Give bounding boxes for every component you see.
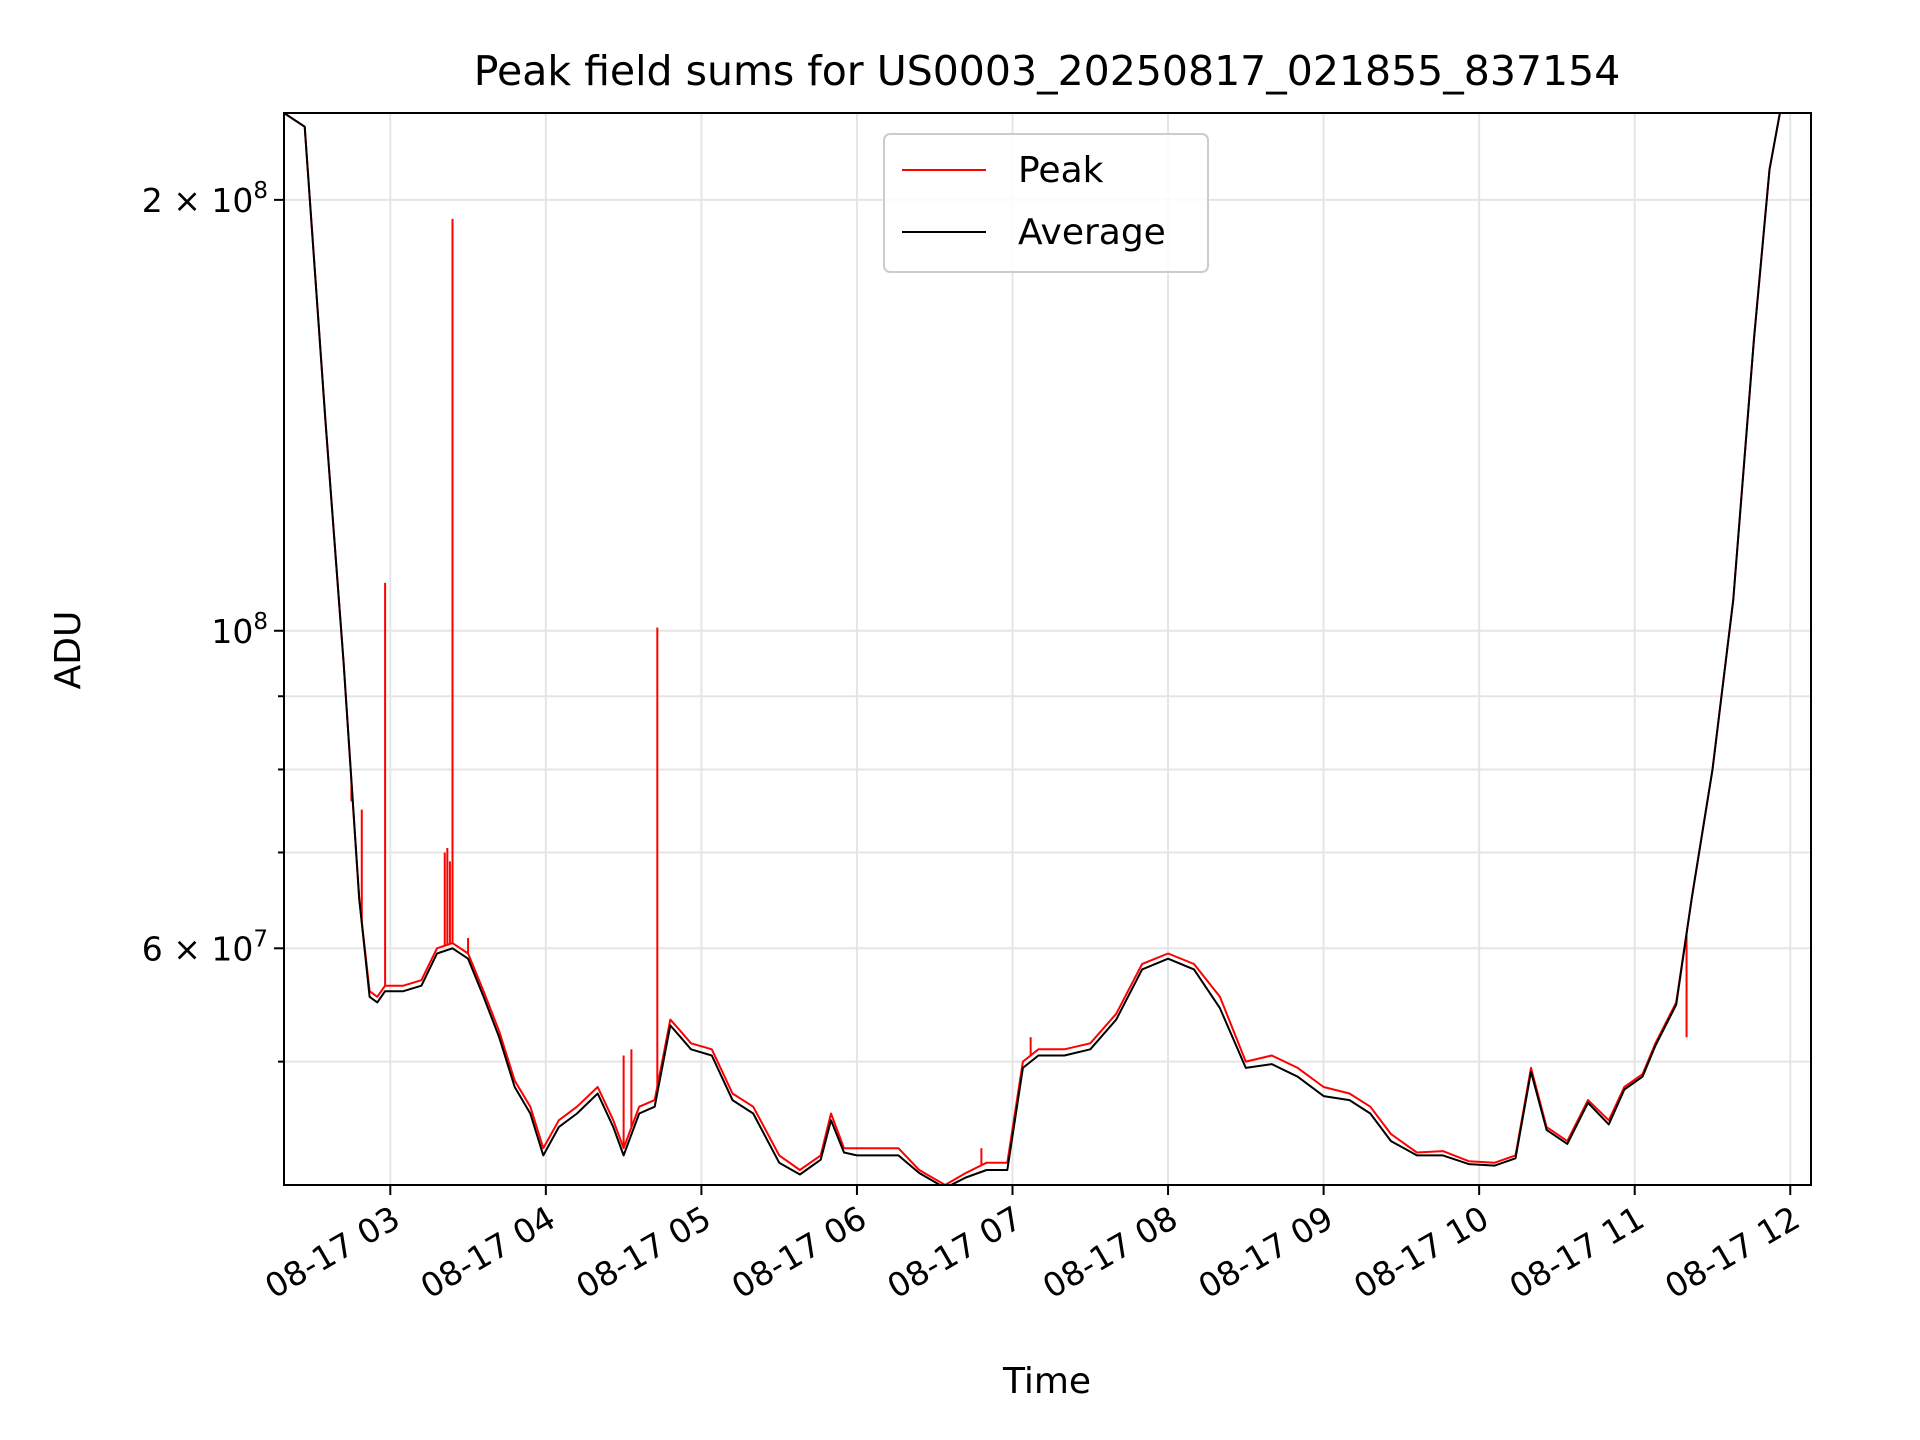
- legend-box: [883, 133, 1209, 273]
- grid-layer: [284, 113, 1811, 1185]
- legend-peak-label: Peak: [1018, 150, 1104, 191]
- legend-average-label: Average: [1018, 212, 1166, 253]
- x-axis-label: Time: [1002, 1361, 1091, 1402]
- plot-frame: [283, 112, 1812, 1186]
- series-line-average: [284, 113, 1781, 1185]
- y-tick-label: 108: [211, 609, 268, 651]
- chart-title: Peak field sums for US0003_20250817_0218…: [474, 47, 1621, 95]
- y-tick-label: 6 × 107: [142, 926, 268, 968]
- y-axis-label: ADU: [48, 611, 89, 690]
- y-tick-label: 2 × 108: [142, 178, 268, 220]
- legend: Peak Average: [883, 133, 1209, 273]
- data-layer: [284, 113, 1781, 1185]
